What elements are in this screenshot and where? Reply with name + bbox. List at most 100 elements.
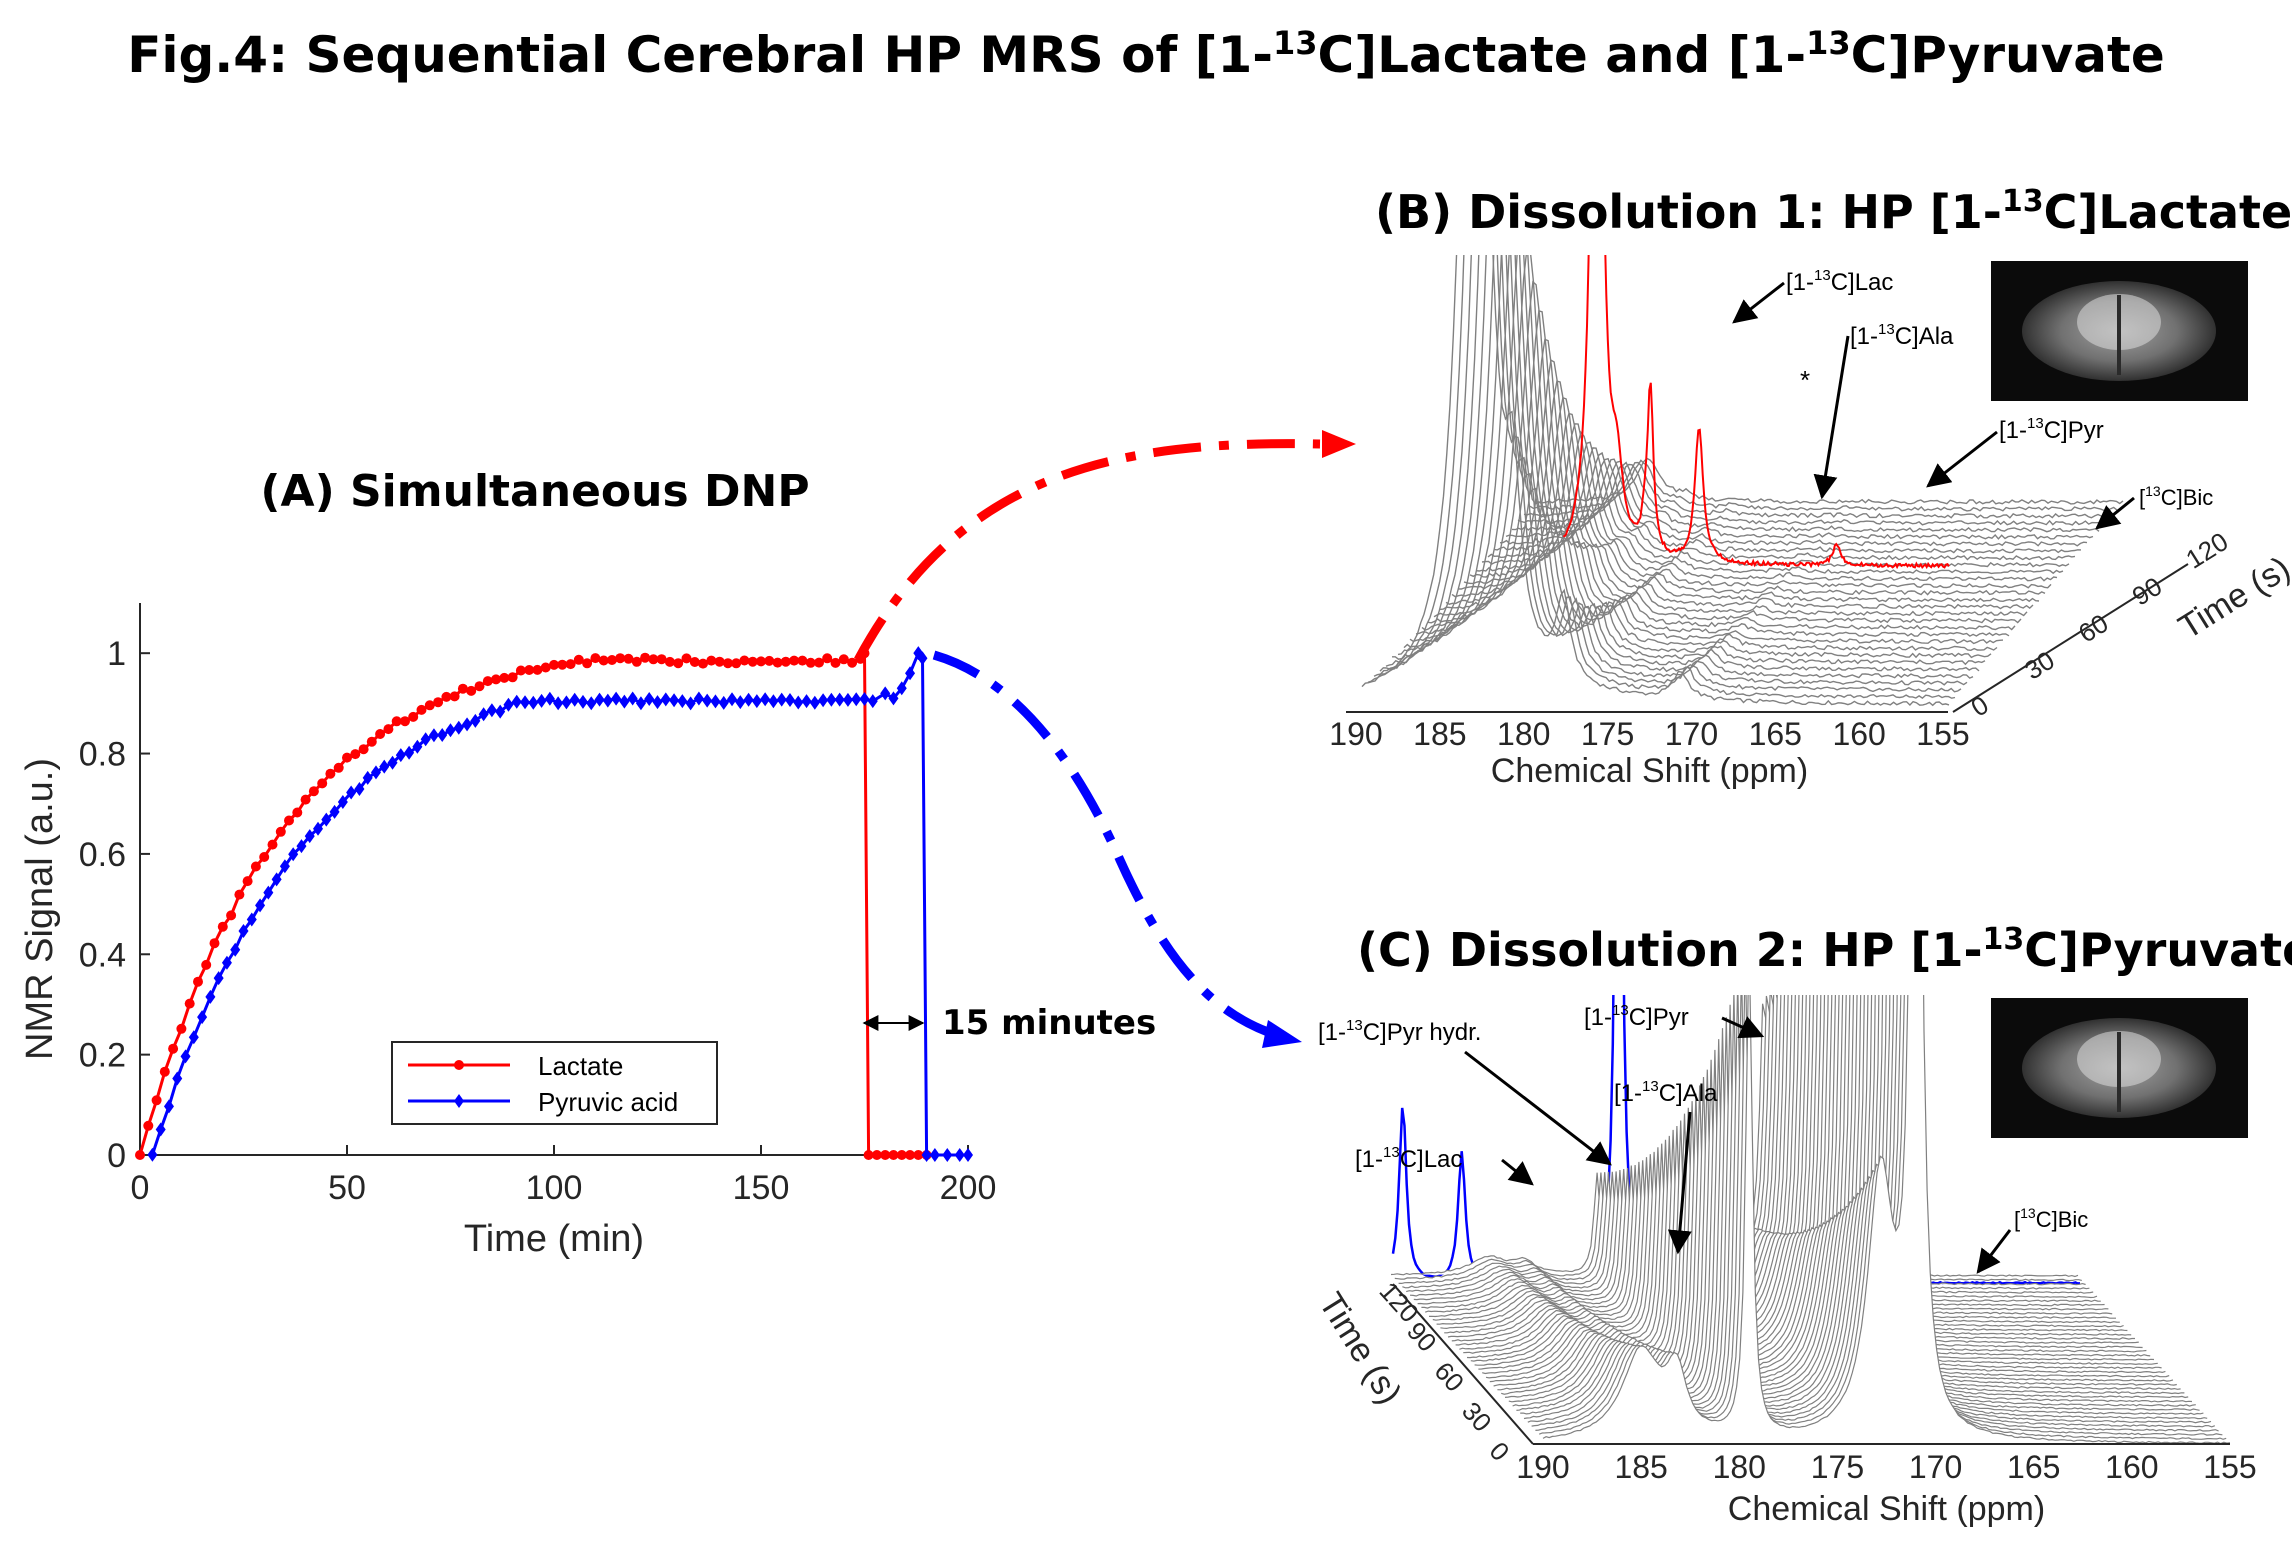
y-axis-title: NMR Signal (a.u.) [19, 758, 61, 1060]
pyruvic-acid-point [809, 695, 820, 710]
pyruvic-acid-point [520, 695, 531, 710]
pyruvic-acid-point [255, 898, 266, 913]
pyruvic-acid-point [387, 755, 398, 770]
legend-marker-pyruvic-acid [454, 1094, 464, 1108]
pyruvic-acid-point [362, 770, 373, 785]
lactate-point [756, 656, 766, 667]
pyruvic-acid-point [221, 955, 232, 970]
x-tick-label: 185 [1413, 716, 1466, 752]
time-tick-label: 0 [1484, 1436, 1516, 1467]
lactate-point [325, 768, 336, 779]
blue-dashdot-arc [932, 650, 1270, 1037]
pyruvic-acid-point [660, 692, 671, 707]
x-tick-label: 170 [1909, 1449, 1962, 1485]
x-tick-label: 160 [1832, 716, 1885, 752]
pyruvic-acid-point [921, 1148, 932, 1162]
lactate-point [292, 807, 303, 818]
lactate-point [250, 861, 261, 872]
lactate-point [366, 736, 377, 747]
lactate-point [350, 749, 361, 760]
pyruvic-acid-point [718, 695, 729, 710]
interval-marker: 15 minutes [862, 1003, 1156, 1043]
pyruvic-acid-point [213, 971, 224, 986]
waterfall-trace [1392, 255, 1980, 672]
pyruvic-acid-point [428, 728, 439, 743]
lactate-point [499, 672, 510, 683]
lactate-point [615, 653, 626, 664]
pyruvic-acid-point [453, 720, 464, 735]
waterfall-trace [1511, 461, 2100, 533]
lactate-point [267, 839, 278, 850]
x-tick-label: 180 [1497, 716, 1550, 752]
pyruvic-acid-point [905, 666, 916, 681]
lactate-point [573, 654, 584, 665]
pyruvic-acid-point [329, 804, 340, 819]
x-tick-label: 180 [1713, 1449, 1766, 1485]
pyruvic-acid-point [842, 692, 853, 707]
time-tick-label: 60 [1429, 1356, 1471, 1398]
pyruvic-acid-point [917, 651, 928, 666]
lactate-point [814, 657, 824, 668]
x-tick-label: 50 [328, 1169, 366, 1207]
lactate-point [805, 657, 816, 668]
pyruvic-acid-point [470, 713, 481, 728]
pyruvic-acid-point [180, 1049, 191, 1064]
x-tick-label: 175 [1581, 716, 1634, 752]
pyruvic-acid-point [851, 692, 862, 707]
lactate-point [772, 657, 783, 668]
pyruvic-acid-point [569, 692, 580, 707]
blue-arc-arrowhead [1262, 1020, 1302, 1048]
x-tick-label: 190 [1516, 1449, 1569, 1485]
legend-label-pyruvic-acid: Pyruvic acid [538, 1087, 678, 1117]
lactate-point [457, 683, 468, 694]
waterfall-trace [1379, 255, 1968, 686]
waterfall-trace [1542, 995, 2231, 1445]
lactate-point [400, 716, 410, 727]
lactate-point [822, 653, 833, 664]
waterfall-trace [1523, 461, 2112, 519]
peak-label-lac: [1-13C]Lac [1355, 1144, 1462, 1173]
figure-title: Fig.4: Sequential Cerebral HP MRS of [1-… [127, 24, 2165, 84]
lactate-point [300, 794, 311, 805]
pyruvic-acid-point [147, 1147, 158, 1162]
lactate-point [888, 1150, 899, 1160]
pyruvic-acid-point [486, 703, 497, 718]
lactate-point [747, 656, 758, 667]
arrow-pyr [1721, 1016, 1765, 1039]
x-tick-label: 160 [2105, 1449, 2158, 1485]
interval-label: 15 minutes [942, 1003, 1156, 1043]
lactate-point [863, 1150, 874, 1160]
waterfall-trace [1373, 255, 1962, 693]
red-dashdot-arc [854, 439, 1321, 663]
pyruvic-acid-point [619, 694, 630, 709]
lactate-point [871, 1150, 882, 1160]
pyruvic-acid-point [888, 691, 899, 706]
pyruvic-acid-point [635, 696, 646, 711]
lactate-point [433, 697, 444, 708]
legend: Lactate Pyruvic acid [391, 1041, 718, 1125]
pyruvic-acid-point [784, 692, 795, 707]
pyruvic-acid-point [627, 691, 638, 706]
lactate-point [184, 998, 195, 1009]
lactate-point [284, 815, 294, 826]
arrow-pyr-hydr [1464, 1050, 1612, 1166]
time-tick-label: 0 [1966, 689, 1994, 722]
panel-b-mri-thumbnail [1991, 261, 2248, 401]
lactate-point [896, 1150, 907, 1160]
lactate-point [540, 662, 551, 673]
pyruvic-acid-point [685, 696, 696, 711]
pyruvic-acid-point [929, 1148, 940, 1162]
waterfall-trace [1433, 338, 2022, 624]
pyruvic-acid-point [834, 692, 845, 707]
x-tick-label: 165 [2007, 1449, 2060, 1485]
time-axis-line [1392, 1283, 1534, 1445]
peak-label-pyr-hydr: [1-13C]Pyr hydr. [1318, 1017, 1481, 1046]
lactate-point [590, 653, 601, 664]
pyruvic-acid-point [743, 692, 754, 707]
pyruvic-acid-point [155, 1122, 166, 1137]
y-tick-label: 0.2 [79, 1037, 126, 1075]
lactate-point [143, 1120, 154, 1131]
lactate-point [474, 681, 485, 692]
pyruvic-acid-point [594, 692, 605, 707]
pyruvic-acid-point [188, 1030, 199, 1045]
